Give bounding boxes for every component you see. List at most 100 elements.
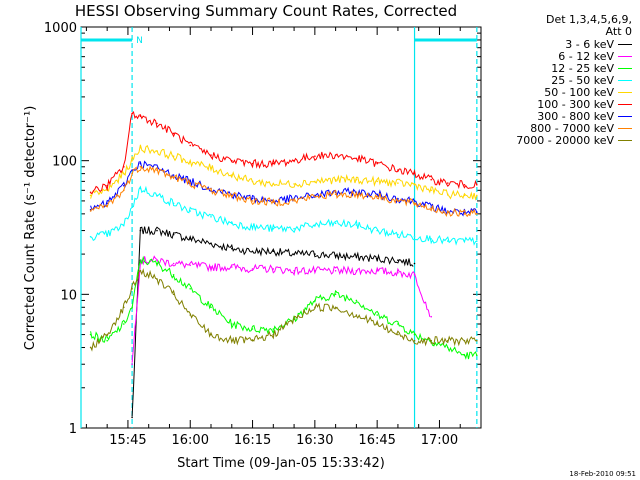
series-3to6keV — [131, 226, 416, 419]
legend-entry: 6 - 12 keV — [482, 50, 632, 63]
legend-swatch — [618, 67, 632, 69]
data-point — [476, 194, 478, 197]
series-line — [90, 110, 478, 195]
data-point — [231, 323, 233, 325]
legend-entry: 300 - 800 keV — [482, 109, 632, 123]
data-point — [447, 193, 449, 196]
x-tick-label: 15:45 — [109, 433, 146, 448]
data-point — [156, 122, 158, 125]
x-axis-label: Start Time (09-Jan-05 15:33:42) — [177, 456, 385, 471]
annotation-markers: N — [80, 27, 478, 428]
data-point — [293, 159, 295, 162]
data-point — [272, 268, 275, 270]
data-point — [139, 229, 142, 232]
data-point — [139, 259, 142, 262]
data-point — [413, 172, 416, 175]
y-axis: 1 10 100 1000 — [44, 21, 481, 437]
data-point — [156, 150, 158, 152]
data-point — [397, 182, 399, 184]
legend-entry: 50 - 100 keV — [482, 85, 632, 99]
data-point — [355, 157, 358, 160]
data-point — [251, 162, 254, 165]
data-point — [210, 189, 212, 192]
data-point — [172, 176, 175, 179]
data-point — [139, 115, 142, 117]
data-point — [123, 323, 125, 325]
data-point — [272, 201, 275, 203]
data-point — [172, 155, 175, 157]
legend-header-line-2: Att 0 — [605, 25, 632, 38]
data-point — [106, 233, 108, 236]
data-point — [413, 200, 416, 202]
legend-entry: 100 - 300 keV — [482, 98, 632, 111]
data-point — [251, 197, 254, 200]
data-point — [430, 178, 433, 181]
data-point — [293, 270, 295, 272]
data-point — [251, 200, 254, 202]
data-point — [430, 339, 433, 342]
data-point — [131, 206, 133, 208]
legend-swatch — [618, 103, 632, 105]
data-point — [172, 132, 175, 135]
data-point — [476, 354, 478, 357]
data-point — [355, 299, 358, 302]
legend-entry-label: 300 - 800 keV — [537, 109, 614, 123]
data-point — [355, 224, 358, 226]
data-point — [413, 202, 416, 205]
data-point — [156, 229, 158, 232]
data-point — [231, 174, 233, 176]
data-point — [430, 207, 433, 210]
data-point — [189, 314, 191, 316]
footer-timestamp: 18-Feb-2010 09:51 — [569, 470, 636, 478]
data-point — [156, 194, 158, 197]
data-point — [334, 222, 337, 225]
data-point — [413, 274, 416, 276]
data-point — [189, 161, 191, 163]
legend-entry-label: 25 - 50 keV — [551, 73, 614, 87]
data-point — [334, 293, 337, 296]
legend-entry: 3 - 6 keV — [482, 38, 632, 51]
data-point — [476, 184, 478, 186]
data-point — [334, 254, 337, 257]
series-25to50keV — [89, 185, 478, 246]
data-point — [139, 187, 142, 190]
legend-entry-label: 7000 - 20000 keV — [516, 133, 614, 147]
data-point — [156, 262, 158, 265]
data-point — [272, 227, 275, 230]
series-line — [90, 160, 478, 217]
legend-swatch — [618, 43, 632, 45]
legend-entry: 7000 - 20000 keV — [482, 133, 632, 147]
series-50to100keV — [89, 144, 478, 201]
data-point — [251, 268, 254, 270]
data-point — [397, 169, 399, 171]
x-tick-label: 16:00 — [172, 433, 209, 448]
legend-swatch — [618, 127, 632, 129]
y-axis-label: Corrected Count Rate (s⁻¹ detector⁻¹) — [23, 106, 38, 351]
x-tick-label: 16:45 — [358, 433, 395, 448]
data-point — [355, 178, 358, 181]
data-point — [413, 235, 416, 238]
legend-entry: 800 - 7000 keV — [482, 122, 632, 135]
data-point — [355, 270, 358, 272]
data-point — [231, 247, 233, 250]
data-point — [397, 259, 399, 262]
data-point — [272, 183, 275, 185]
data-point — [189, 288, 191, 290]
data-point — [156, 169, 158, 171]
series-line — [90, 255, 478, 360]
legend-entry: 12 - 25 keV — [482, 62, 632, 75]
data-point — [397, 333, 399, 336]
data-point — [314, 224, 316, 226]
observing-bar-label: N — [136, 36, 143, 46]
data-point — [293, 183, 295, 185]
y-tick-label: 100 — [52, 155, 77, 170]
data-point — [106, 202, 108, 205]
series-100to300keV — [89, 110, 478, 195]
data-point — [314, 270, 316, 272]
x-tick-label: 16:15 — [234, 433, 271, 448]
data-point — [293, 227, 295, 230]
y-tick-label: 10 — [60, 288, 77, 303]
legend-entry-label: 50 - 100 keV — [544, 85, 614, 99]
data-point — [463, 339, 466, 342]
data-point — [139, 166, 142, 168]
